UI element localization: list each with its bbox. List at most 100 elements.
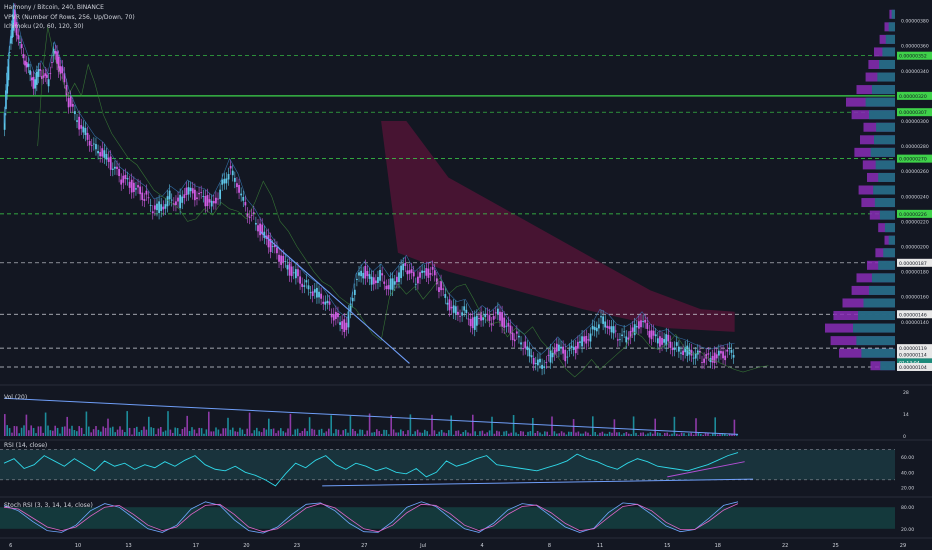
candle-body	[703, 358, 706, 363]
volume-bar	[337, 429, 340, 436]
volume-bar	[272, 428, 275, 436]
candle-body	[88, 141, 91, 146]
candle-body	[701, 362, 703, 363]
candle-body	[515, 331, 518, 334]
candle-body	[404, 262, 407, 266]
candle-body	[240, 193, 243, 196]
price-label-bg-0	[897, 51, 932, 60]
volume-bar	[68, 428, 71, 436]
candle-body	[659, 336, 661, 347]
volume-bar	[61, 426, 64, 436]
vp-bar-down-18	[888, 235, 895, 245]
x-tick-7: Jul	[419, 543, 426, 549]
candle-body	[280, 255, 283, 265]
candle-body	[187, 187, 190, 195]
candle-body	[610, 326, 613, 333]
candle-body	[278, 254, 280, 262]
vp-bar-down-1	[888, 22, 895, 32]
volume-bar	[356, 433, 359, 436]
candle-body	[206, 195, 209, 207]
candle-body	[667, 334, 670, 342]
vp-bar-down-7	[865, 97, 895, 107]
candle-body	[7, 59, 10, 81]
volume-bar	[407, 430, 409, 436]
volume-bar	[373, 432, 376, 436]
candle-body	[471, 317, 474, 329]
candle-body	[248, 216, 251, 218]
candle-body	[276, 247, 278, 254]
candle-body	[124, 174, 127, 179]
candle-body	[183, 194, 186, 199]
volume-bar	[157, 428, 160, 436]
volume-bar	[380, 433, 383, 436]
volume-bar	[457, 430, 460, 436]
vp-bar-down-13	[878, 172, 895, 182]
candle-body	[189, 187, 192, 192]
candle-body	[90, 145, 93, 146]
rsi-tick-1: 40.00	[901, 470, 914, 476]
volume-bar	[287, 428, 289, 436]
volume-bar	[452, 434, 455, 436]
volume-bar	[469, 433, 472, 436]
candle-body	[408, 270, 411, 274]
candle-body	[496, 308, 499, 314]
volume-bar	[601, 431, 604, 436]
volume-bar	[383, 429, 385, 436]
volume-bar	[565, 434, 568, 436]
candle-body	[113, 166, 116, 169]
candle-body	[250, 214, 253, 216]
volume-bar	[568, 431, 570, 436]
candle-body	[591, 325, 594, 330]
candle-body	[503, 317, 506, 328]
vp-bar-down-27	[861, 348, 895, 358]
volume-bar	[539, 432, 541, 436]
candle-body	[402, 263, 405, 271]
volume-bar	[313, 429, 316, 436]
volume-bar	[592, 416, 594, 436]
x-tick-11: 15	[664, 543, 670, 549]
volume-bar	[203, 433, 205, 436]
candle-body	[162, 206, 165, 210]
volume-bar	[697, 432, 700, 436]
candle-body	[501, 312, 504, 327]
volume-bar	[114, 432, 116, 436]
ichimoku-cloud	[381, 120, 735, 332]
volume-bar	[40, 426, 42, 436]
candle-body	[229, 166, 232, 169]
volume-bar	[652, 433, 654, 436]
price-tick-2: 0.00000340	[901, 69, 929, 75]
candle-body	[633, 324, 636, 336]
candle-body	[646, 323, 649, 329]
candle-body	[61, 66, 64, 74]
volume-bar	[644, 434, 647, 436]
volume-bar	[500, 435, 503, 436]
candle-body	[202, 195, 205, 197]
volume-bar	[66, 416, 68, 436]
candle-body	[25, 62, 28, 68]
volume-bar	[42, 432, 44, 436]
candle-body	[616, 339, 619, 341]
candle-body	[654, 334, 657, 337]
candle-body	[44, 73, 47, 76]
candle-body	[652, 330, 655, 336]
candle-body	[97, 150, 99, 154]
volume-bar	[289, 413, 292, 436]
rsi-line	[3, 452, 739, 487]
candle-body	[259, 223, 262, 236]
candle-body	[635, 326, 638, 328]
price-label-bg-5	[897, 258, 932, 267]
stoch-band	[0, 507, 895, 529]
candle-body	[429, 273, 432, 275]
candle-body	[282, 255, 285, 263]
candle-body	[370, 276, 373, 285]
rsi-trendline-0	[322, 478, 754, 487]
candle-body	[170, 199, 173, 201]
price-tick-6: 0.00000260	[901, 169, 929, 175]
candle-body	[225, 178, 228, 184]
vp-bar-down-22	[868, 285, 895, 295]
candle-body	[465, 309, 468, 314]
volume-bar	[668, 434, 671, 436]
volume-bar	[164, 430, 167, 436]
candle-body	[524, 341, 527, 349]
